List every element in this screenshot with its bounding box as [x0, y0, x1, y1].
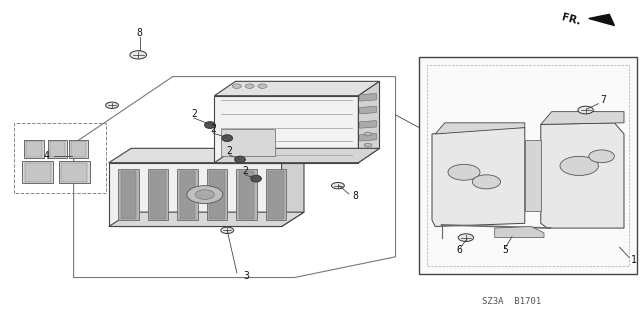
- Polygon shape: [177, 169, 198, 220]
- Circle shape: [130, 51, 147, 59]
- Polygon shape: [589, 14, 614, 26]
- Circle shape: [258, 84, 267, 88]
- Circle shape: [195, 190, 214, 199]
- Text: 2: 2: [191, 109, 197, 119]
- Polygon shape: [25, 163, 51, 182]
- Polygon shape: [419, 57, 637, 274]
- Circle shape: [221, 227, 234, 234]
- Text: 3: 3: [243, 271, 250, 281]
- Text: 7: 7: [600, 95, 607, 106]
- Text: 4: 4: [43, 151, 49, 161]
- Circle shape: [458, 234, 474, 241]
- Polygon shape: [360, 133, 376, 141]
- Text: 6: 6: [456, 245, 463, 256]
- Polygon shape: [358, 81, 380, 163]
- Polygon shape: [24, 140, 44, 158]
- Polygon shape: [180, 171, 195, 219]
- Polygon shape: [50, 141, 65, 157]
- Circle shape: [332, 182, 344, 189]
- Polygon shape: [541, 123, 624, 228]
- Text: 2: 2: [226, 145, 232, 156]
- Polygon shape: [205, 122, 215, 128]
- Polygon shape: [214, 81, 380, 96]
- Polygon shape: [222, 135, 232, 141]
- Circle shape: [245, 84, 254, 88]
- Circle shape: [106, 102, 118, 108]
- Text: 8: 8: [352, 191, 358, 201]
- Polygon shape: [61, 163, 87, 182]
- Polygon shape: [360, 106, 376, 114]
- Circle shape: [364, 143, 372, 147]
- Polygon shape: [239, 171, 254, 219]
- Polygon shape: [360, 93, 376, 101]
- Polygon shape: [266, 169, 286, 220]
- Polygon shape: [282, 148, 304, 226]
- Polygon shape: [360, 121, 376, 128]
- Circle shape: [232, 84, 241, 88]
- Polygon shape: [59, 161, 90, 183]
- Polygon shape: [214, 96, 358, 163]
- Polygon shape: [69, 140, 88, 158]
- Text: 8: 8: [136, 28, 143, 38]
- Polygon shape: [150, 171, 166, 219]
- Polygon shape: [26, 141, 42, 157]
- Text: FR.: FR.: [560, 12, 581, 26]
- Circle shape: [364, 132, 372, 136]
- Circle shape: [187, 186, 223, 204]
- Polygon shape: [121, 171, 136, 219]
- Circle shape: [578, 106, 593, 114]
- Polygon shape: [236, 169, 257, 220]
- Polygon shape: [251, 175, 261, 182]
- Polygon shape: [235, 156, 245, 163]
- Text: 5: 5: [502, 245, 509, 256]
- Circle shape: [589, 150, 614, 163]
- Polygon shape: [214, 148, 380, 163]
- Polygon shape: [435, 123, 525, 134]
- Text: 2: 2: [210, 124, 216, 134]
- Polygon shape: [148, 169, 168, 220]
- Polygon shape: [209, 171, 225, 219]
- Polygon shape: [71, 141, 86, 157]
- Polygon shape: [268, 171, 284, 219]
- Polygon shape: [109, 212, 304, 226]
- Circle shape: [560, 156, 598, 175]
- Text: 2: 2: [242, 166, 248, 176]
- Polygon shape: [432, 128, 525, 226]
- Polygon shape: [495, 226, 544, 238]
- Polygon shape: [109, 148, 304, 163]
- Polygon shape: [118, 169, 139, 220]
- Text: 1: 1: [630, 255, 637, 265]
- Circle shape: [448, 164, 480, 180]
- Polygon shape: [541, 112, 624, 124]
- Text: SZ3A  B1701: SZ3A B1701: [483, 297, 541, 306]
- Polygon shape: [207, 169, 227, 220]
- Polygon shape: [109, 163, 282, 226]
- Circle shape: [472, 175, 500, 189]
- Polygon shape: [48, 140, 67, 158]
- Polygon shape: [525, 140, 541, 211]
- Polygon shape: [221, 129, 275, 156]
- Polygon shape: [22, 161, 53, 183]
